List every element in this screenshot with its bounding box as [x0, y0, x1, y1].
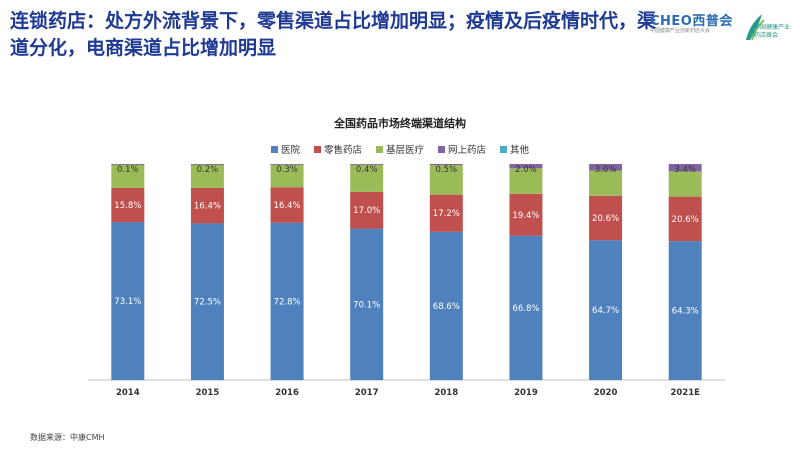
x-tick-label-2018: 2018 — [434, 388, 458, 398]
chart-legend: 医院 零售药店 基层医疗 网上药店 其他 — [0, 142, 800, 156]
bar-segment-2014-2 — [111, 164, 145, 188]
data-source: 数据来源：中康CMH — [30, 433, 105, 442]
data-label-2020-0: 64.7% — [592, 306, 619, 316]
data-label-2014-1: 15.8% — [114, 201, 141, 211]
data-label-2020-3: 3.0% — [595, 165, 617, 175]
x-tick-label-2014: 2014 — [116, 388, 140, 398]
cheo-logo: CHEO西普会 — [650, 14, 733, 29]
x-tick-label-2019: 2019 — [514, 388, 538, 398]
bar-segment-2021E-1 — [668, 196, 702, 242]
cheo-logo-subtitle: 中国健康产业创新药店大会 — [650, 28, 711, 34]
legend-item-retail: 零售药店 — [313, 142, 362, 156]
legend-swatch-online — [438, 145, 445, 153]
summit-logo-icon — [746, 14, 765, 41]
summit-logo-text: 中国健康产业 药店峰会 — [754, 24, 791, 39]
bar-segment-2018-3 — [429, 164, 463, 166]
bar-segment-2018-2 — [429, 165, 463, 195]
data-label-2018-1: 17.2% — [433, 209, 460, 219]
data-label-2015-0: 72.5% — [194, 298, 221, 308]
data-label-2015-1: 16.4% — [194, 202, 221, 212]
bar-segment-2017-3 — [350, 164, 384, 165]
data-label-2021E-3: 3.4% — [674, 165, 696, 175]
chart-title: 全国药品市场终端渠道结构 — [334, 117, 466, 130]
bar-segment-2017-2 — [350, 164, 384, 192]
legend-swatch-hospital — [270, 145, 278, 153]
legend-item-other: 其他 — [500, 142, 529, 156]
bar-segment-2016-0 — [270, 222, 304, 380]
data-label-2019-3: 2.0% — [515, 165, 537, 175]
bar-segment-2017-0 — [350, 228, 384, 380]
data-label-2018-3: 0.5% — [436, 165, 458, 175]
bar-segment-2016-3 — [270, 164, 304, 165]
bar-segment-2019-0 — [509, 235, 543, 380]
bar-segment-2018-1 — [429, 194, 463, 232]
data-label-2020-1: 20.6% — [592, 214, 619, 224]
bar-segment-2015-1 — [190, 187, 224, 224]
bar-segment-2014-3 — [111, 164, 145, 165]
x-tick-label-2020: 2020 — [594, 388, 618, 398]
bar-segment-2019-3 — [509, 164, 543, 169]
bar-segment-2017-1 — [350, 191, 384, 229]
legend-item-hospital: 医院 — [270, 142, 300, 156]
data-label-2019-1: 19.4% — [512, 211, 539, 221]
legend-label-hospital: 医院 — [280, 145, 300, 156]
legend-label-online: 网上药店 — [448, 145, 487, 156]
bar-segment-2014-1 — [111, 187, 145, 223]
legend-label-primary: 基层医疗 — [385, 145, 424, 156]
bar-segment-2015-3 — [190, 164, 224, 165]
legend-swatch-primary — [375, 145, 383, 153]
bar-segment-2019-1 — [509, 193, 543, 236]
data-label-2017-1: 17.0% — [353, 206, 380, 216]
bar-segment-2019-2 — [509, 168, 543, 194]
bar-segment-2021E-0 — [668, 241, 702, 380]
x-tick-label-2015: 2015 — [196, 388, 220, 398]
bar-segment-2014-0 — [111, 222, 145, 380]
bar-segment-2018-0 — [429, 231, 463, 380]
bar-segment-2020-1 — [589, 195, 623, 241]
data-label-2014-0: 73.1% — [114, 297, 141, 307]
legend-swatch-other — [500, 145, 508, 153]
bar-segment-2016-1 — [270, 187, 304, 223]
data-label-2015-3: 0.2% — [197, 165, 219, 175]
bar-segment-2021E-2 — [668, 171, 702, 197]
data-label-2016-3: 0.3% — [276, 165, 298, 175]
data-label-2014-3: 0.1% — [117, 165, 139, 175]
bar-segment-2020-3 — [589, 164, 623, 171]
legend-item-primary: 基层医疗 — [375, 142, 424, 156]
data-label-2017-3: 0.4% — [356, 165, 378, 175]
x-tick-label-2017: 2017 — [355, 388, 379, 398]
legend-swatch-retail — [313, 145, 321, 153]
data-label-2016-1: 16.4% — [274, 201, 301, 211]
bar-segment-2021E-3 — [668, 164, 702, 172]
data-label-2017-0: 70.1% — [353, 300, 380, 310]
header-logos: CHEO西普会 中国健康产业创新药店大会 中国健康产业 药店峰会 — [650, 10, 790, 44]
legend-label-retail: 零售药店 — [323, 145, 362, 156]
bar-segment-2016-2 — [270, 164, 304, 188]
data-label-2016-0: 72.8% — [274, 297, 301, 307]
legend-item-online: 网上药店 — [438, 142, 486, 156]
data-label-2021E-0: 64.3% — [672, 307, 699, 317]
bar-segment-2015-0 — [190, 223, 224, 380]
slide-title: 连锁药店：处方外流背景下，零售渠道占比增加明显；疫情及后疫情时代，渠道分化，电商… — [10, 10, 657, 59]
x-tick-label-2021E: 2021E — [670, 388, 700, 398]
legend-label-other: 其他 — [510, 145, 530, 156]
bar-segment-2020-2 — [589, 170, 623, 196]
x-tick-label-2016: 2016 — [275, 388, 299, 398]
data-label-2021E-1: 20.6% — [672, 215, 699, 225]
data-label-2019-0: 66.8% — [512, 304, 539, 314]
data-label-2018-0: 68.6% — [433, 302, 460, 312]
bar-segment-2020-0 — [589, 240, 623, 380]
bar-segment-2015-2 — [190, 164, 224, 188]
